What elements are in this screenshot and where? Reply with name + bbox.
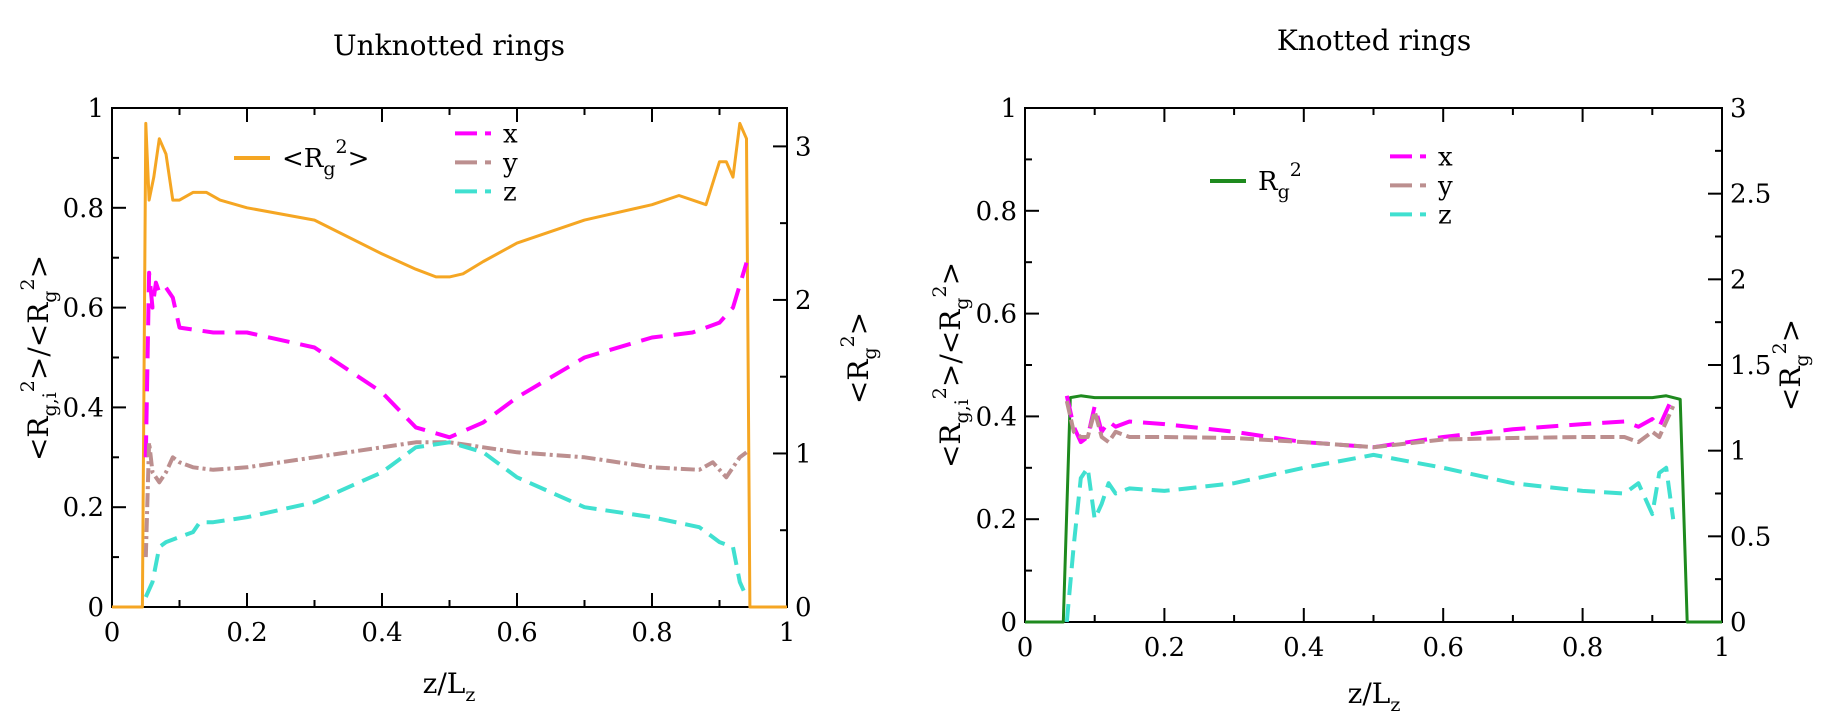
- y2-axis-title: <Rg2>: [1769, 319, 1813, 411]
- y2-tick-label: 2: [1730, 265, 1747, 295]
- legend-label-Rg2: Rg2: [1258, 159, 1302, 203]
- legend-label-Rg2: <Rg2>: [282, 136, 369, 180]
- x-tick-label: 0.6: [496, 618, 537, 648]
- y2-tick-label: 0.5: [1730, 522, 1771, 552]
- legend-label-x: x: [503, 119, 518, 149]
- series-line-y: [143, 440, 748, 558]
- x-tick-label: 0.4: [1283, 633, 1324, 663]
- series-line-x: [1064, 394, 1676, 450]
- y-tick-label: 0: [87, 593, 104, 623]
- x-tick-label: 0.8: [1562, 633, 1603, 663]
- y-tick-label: 0: [1000, 608, 1017, 638]
- chart-title: Knotted rings: [1277, 24, 1471, 57]
- x-tick-label: 0.2: [226, 618, 267, 648]
- series-line-x: [143, 262, 749, 458]
- x-tick-label: 0: [1017, 633, 1034, 663]
- x-tick-label: 1: [779, 618, 796, 648]
- y-tick-label: 1: [1000, 94, 1017, 124]
- x-tick-label: 1: [1714, 633, 1731, 663]
- legend-label-y: y: [1437, 171, 1453, 201]
- y-tick-label: 0.8: [63, 194, 104, 224]
- x-axis-title: z/Lz: [1348, 677, 1401, 716]
- y-tick-label: 0.6: [63, 294, 104, 324]
- x-tick-label: 0.2: [1144, 633, 1185, 663]
- y-tick-label: 0.4: [976, 402, 1017, 432]
- y2-axis-title: <Rg2>: [837, 312, 881, 404]
- x-tick-label: 0.8: [631, 618, 672, 648]
- plot-frame: [111, 107, 788, 608]
- y-tick-label: 1: [87, 94, 104, 124]
- y2-tick-label: 1.5: [1730, 351, 1771, 381]
- y-axis-title: <Rg,i2>/<Rg2>: [929, 262, 973, 468]
- x-tick-label: 0.4: [361, 618, 402, 648]
- y-tick-label: 0.8: [976, 197, 1017, 227]
- y2-tick-label: 0: [1730, 608, 1747, 638]
- chart-title: Unknotted rings: [333, 29, 565, 62]
- y-axis-title: <Rg,i2>/<Rg2>: [17, 255, 61, 461]
- y2-tick-label: 0: [795, 593, 812, 623]
- y-tick-label: 0.4: [63, 393, 104, 423]
- y2-tick-label: 2: [795, 286, 812, 316]
- y2-tick-label: 3: [1730, 94, 1747, 124]
- series-line-y: [1064, 400, 1676, 450]
- x-tick-label: 0.6: [1423, 633, 1464, 663]
- y2-tick-label: 1: [795, 439, 812, 469]
- y-tick-label: 0.2: [63, 493, 104, 523]
- series-line-z: [1064, 452, 1676, 623]
- x-tick-label: 0: [104, 618, 121, 648]
- plot-frame: [1024, 107, 1723, 623]
- legend-label-z: z: [503, 177, 517, 207]
- series-line-Rg2: [1025, 394, 1722, 624]
- legend-label-y: y: [502, 148, 518, 178]
- y2-tick-label: 2.5: [1730, 180, 1771, 210]
- x-axis-title: z/Lz: [423, 667, 476, 706]
- y2-tick-label: 3: [795, 132, 812, 162]
- series-line-z: [143, 440, 749, 598]
- y2-tick-label: 1: [1730, 437, 1747, 467]
- series-line-Rg2: [112, 121, 787, 609]
- legend-label-z: z: [1438, 200, 1452, 230]
- y-tick-label: 0.6: [976, 300, 1017, 330]
- legend-label-x: x: [1438, 142, 1453, 172]
- y-tick-label: 0.2: [976, 505, 1017, 535]
